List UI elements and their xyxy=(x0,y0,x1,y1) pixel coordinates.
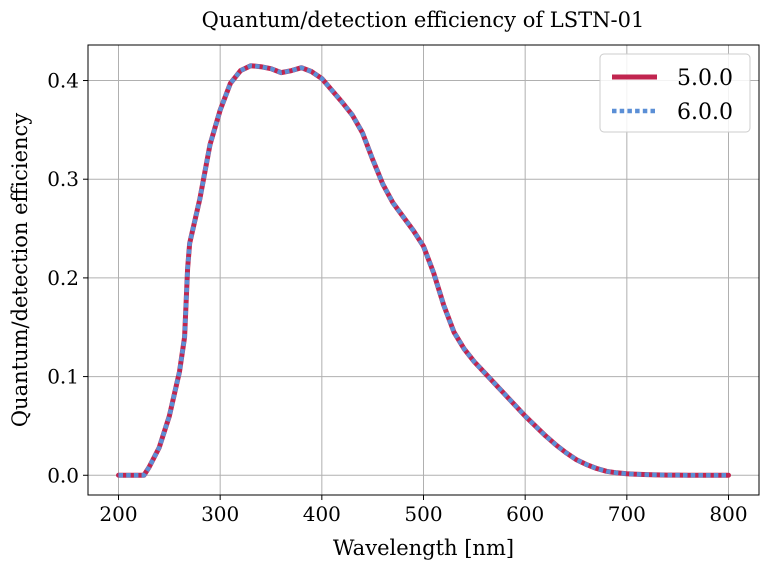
x-tick-label: 300 xyxy=(201,502,239,526)
legend-label: 6.0.0 xyxy=(677,100,733,125)
legend: 5.0.0 6.0.0 xyxy=(599,53,751,133)
x-tick-label: 600 xyxy=(506,502,544,526)
x-tick-label: 500 xyxy=(404,502,442,526)
y-axis: 0.0 0.1 0.2 0.3 0.4 xyxy=(47,69,88,487)
x-tick-label: 800 xyxy=(709,502,747,526)
y-tick-label: 0.4 xyxy=(47,69,79,93)
x-tick-label: 400 xyxy=(303,502,341,526)
legend-label: 5.0.0 xyxy=(677,66,733,91)
y-tick-label: 0.3 xyxy=(47,167,79,191)
y-tick-label: 0.1 xyxy=(47,365,79,389)
y-tick-label: 0.2 xyxy=(47,266,79,290)
x-axis-title: Wavelength [nm] xyxy=(333,536,514,560)
plot-lines xyxy=(116,63,731,478)
series-line-2 xyxy=(118,63,729,478)
y-axis-title: Quantum/detection efficiency xyxy=(8,113,32,427)
chart-title: Quantum/detection efficiency of LSTN-01 xyxy=(202,8,645,32)
y-tick-label: 0.0 xyxy=(47,463,79,487)
x-tick-label: 700 xyxy=(608,502,646,526)
x-axis: 200 300 400 500 600 700 800 xyxy=(99,495,748,526)
x-tick-label: 200 xyxy=(99,502,137,526)
